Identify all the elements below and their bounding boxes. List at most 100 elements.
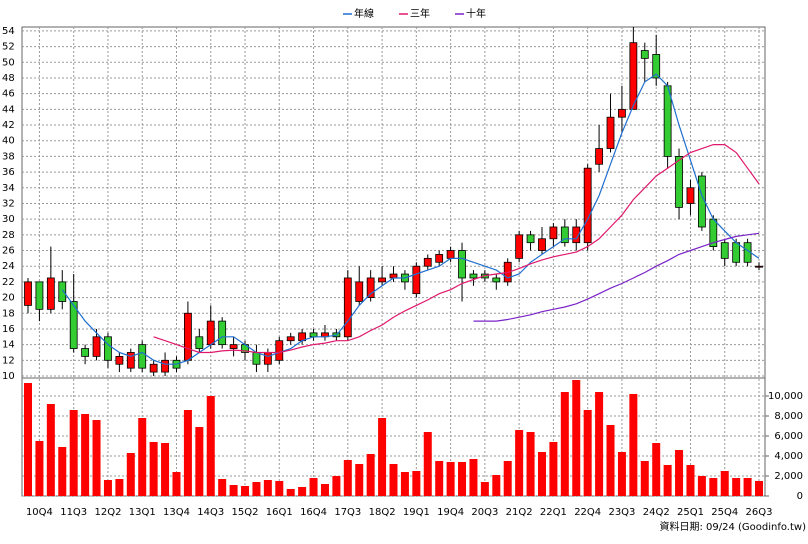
- x-tick-label: 20Q3: [471, 507, 498, 518]
- candle-body: [572, 226, 581, 244]
- volume-bar: [503, 461, 512, 496]
- y-tick-label: 24: [2, 261, 15, 272]
- x-tick-label: 16Q4: [300, 507, 327, 518]
- candle-body: [24, 281, 32, 306]
- volume-bar: [286, 489, 295, 496]
- candle-body: [138, 344, 147, 369]
- volume-bar: [241, 486, 250, 496]
- x-tick-label: 17Q3: [334, 507, 361, 518]
- candle-body: [366, 277, 375, 298]
- volume-bar: [480, 482, 489, 496]
- candle-body: [640, 50, 649, 59]
- y-tick-label: 40: [2, 136, 15, 147]
- candle-body: [652, 54, 661, 79]
- candle-body: [720, 242, 729, 259]
- x-tick-label: 23Q3: [608, 507, 635, 518]
- candle-body: [69, 301, 78, 349]
- candle-body: [618, 108, 626, 118]
- candle-body: [263, 352, 272, 365]
- candle-body: [218, 320, 227, 346]
- y-tick-label: 30: [2, 214, 15, 225]
- x-tick-label: 14Q3: [197, 507, 224, 518]
- volume-bar: [24, 383, 32, 496]
- price-frame: [21, 26, 766, 379]
- candle-body: [629, 42, 638, 110]
- x-tick-label: 26Q3: [746, 507, 773, 518]
- candle-body: [92, 336, 101, 357]
- candle-body: [515, 234, 524, 259]
- volume-bar: [275, 481, 284, 496]
- y2-tick-label: 4,000: [774, 451, 803, 462]
- volume-bar: [320, 484, 329, 496]
- volume-bar: [355, 464, 364, 496]
- candle-body: [206, 320, 215, 346]
- volume-bar: [492, 475, 501, 496]
- volume-bar: [103, 480, 112, 496]
- volume-bar: [366, 454, 375, 496]
- y-tick-label: 26: [2, 246, 15, 257]
- volume-bar: [126, 453, 135, 496]
- candle-body: [195, 336, 204, 349]
- volume-bar: [720, 471, 729, 496]
- volume-bar: [583, 410, 592, 496]
- ma-line: [473, 232, 760, 322]
- candle-body: [252, 352, 261, 365]
- volume-bar: [69, 410, 78, 496]
- candle-body: [35, 281, 44, 310]
- y-tick-label: 52: [2, 42, 15, 53]
- candle-body: [526, 234, 535, 244]
- volume-bar: [115, 479, 124, 496]
- candle-body: [412, 265, 421, 295]
- x-tick-label: 11Q3: [60, 507, 87, 518]
- candle-body: [309, 332, 318, 338]
- x-tick-label: 13Q4: [163, 507, 190, 518]
- volume-bar: [549, 442, 558, 496]
- volume-bar: [617, 452, 626, 496]
- candle-body: [275, 340, 284, 361]
- volume-bar: [35, 441, 44, 496]
- volume-bar: [515, 430, 524, 496]
- volume-bar: [46, 404, 55, 496]
- candle-body: [446, 250, 455, 259]
- x-tick-label: 22Q1: [540, 507, 567, 518]
- y-tick-label: 28: [2, 230, 15, 241]
- y-tick-label: 54: [2, 26, 15, 37]
- y-tick-label: 10: [2, 371, 15, 382]
- volume-bar: [400, 472, 409, 496]
- x-tick-label: 18Q2: [369, 507, 396, 518]
- volume-bar: [172, 472, 181, 496]
- y2-tick-label: 0: [797, 491, 803, 502]
- x-tick-label: 19Q1: [403, 507, 430, 518]
- volume-bar: [446, 462, 455, 496]
- volume-bar: [709, 478, 718, 496]
- candle-body: [115, 355, 124, 365]
- volume-bar: [458, 462, 467, 496]
- y-tick-label: 46: [2, 89, 15, 100]
- candle-body: [286, 336, 295, 342]
- volume-bar: [343, 460, 352, 496]
- ma-line: [153, 144, 760, 354]
- candle-body: [378, 277, 386, 283]
- y-tick-label: 34: [2, 183, 15, 194]
- volume-bar: [526, 432, 535, 496]
- candle-body: [184, 312, 192, 361]
- volume-bar: [161, 443, 170, 496]
- volume-bar: [755, 481, 763, 496]
- y-tick-label: 32: [2, 198, 15, 209]
- volume-bar: [298, 487, 307, 496]
- volume-bar: [263, 480, 272, 496]
- volume-bar: [378, 418, 387, 496]
- ma-line: [61, 73, 760, 365]
- volume-bar: [435, 461, 444, 496]
- legend-label: 十年: [466, 7, 486, 20]
- x-tick-label: 25Q1: [677, 507, 704, 518]
- candle-body: [389, 273, 398, 279]
- candle-body: [549, 226, 558, 240]
- candle-body: [46, 277, 55, 310]
- x-tick-label: 22Q4: [574, 507, 601, 518]
- x-tick-label: 21Q2: [506, 507, 533, 518]
- volume-bar: [423, 432, 432, 496]
- volume-bar: [183, 410, 192, 496]
- x-tick-label: 12Q2: [94, 507, 121, 518]
